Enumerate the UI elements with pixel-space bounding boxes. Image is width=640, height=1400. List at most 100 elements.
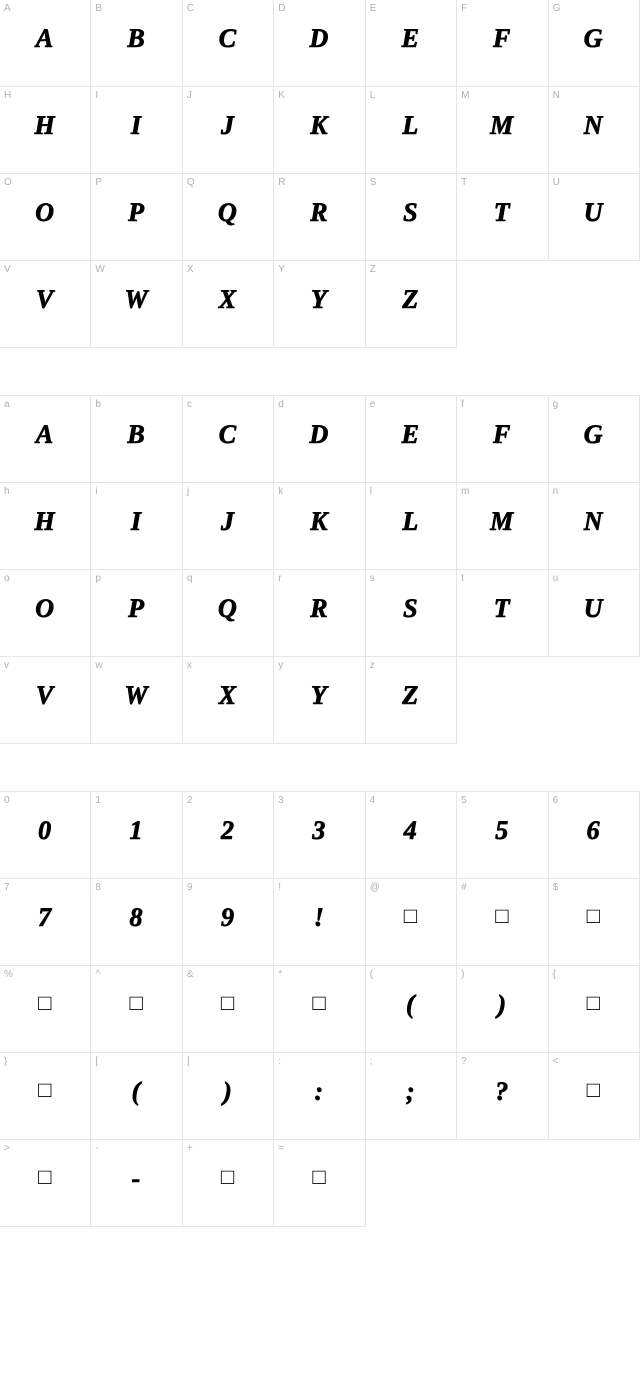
key-label: H — [4, 90, 11, 101]
glyph-display: 2 — [183, 816, 273, 846]
glyph-cell: 33 — [273, 791, 365, 879]
glyph-display: V — [0, 681, 90, 711]
empty-cell — [548, 260, 640, 348]
glyph-display: : — [274, 1077, 364, 1107]
empty-cell — [456, 1139, 548, 1227]
key-label: D — [278, 3, 285, 14]
key-label: } — [4, 1056, 7, 1067]
glyph-display: A — [0, 24, 90, 54]
key-label: y — [278, 660, 283, 671]
glyph-display: G — [549, 24, 639, 54]
key-label: T — [461, 177, 467, 188]
key-label: [ — [95, 1056, 98, 1067]
key-label: 6 — [553, 795, 559, 806]
glyph-cell: xX — [182, 656, 274, 744]
key-label: ! — [278, 882, 281, 893]
glyph-cell: DD — [273, 0, 365, 87]
section-uppercase: AABBCCDDEEFFGGHHIIJJKKLLMMNNOOPPQQRRSSTT… — [0, 0, 640, 348]
glyph-cell: uU — [548, 569, 640, 657]
glyph-cell: hH — [0, 482, 91, 570]
glyph-display: □ — [274, 990, 364, 1016]
glyph-cell: QQ — [182, 173, 274, 261]
glyph-display: □ — [274, 1164, 364, 1190]
glyph-cell: OO — [0, 173, 91, 261]
glyph-display: □ — [0, 1164, 90, 1190]
key-label: 3 — [278, 795, 284, 806]
glyph-cell: *□ — [273, 965, 365, 1053]
glyph-cell: AA — [0, 0, 91, 87]
key-label: N — [553, 90, 560, 101]
glyph-display: Z — [366, 285, 456, 315]
empty-cell — [456, 656, 548, 744]
glyph-cell: -- — [90, 1139, 182, 1227]
glyph-cell: qQ — [182, 569, 274, 657]
glyph-cell: ^□ — [90, 965, 182, 1053]
key-label: k — [278, 486, 283, 497]
glyph-cell: 99 — [182, 878, 274, 966]
glyph-display: F — [457, 24, 547, 54]
key-label: O — [4, 177, 12, 188]
key-label: J — [187, 90, 192, 101]
glyph-display: Q — [183, 198, 273, 228]
glyph-display: 5 — [457, 816, 547, 846]
glyph-cell: GG — [548, 0, 640, 87]
glyph-cell: PP — [90, 173, 182, 261]
glyph-cell: )) — [456, 965, 548, 1053]
glyph-cell: MM — [456, 86, 548, 174]
key-label: U — [553, 177, 560, 188]
glyph-cell: HH — [0, 86, 91, 174]
glyph-cell: 44 — [365, 791, 457, 879]
glyph-cell: KK — [273, 86, 365, 174]
glyph-cell: NN — [548, 86, 640, 174]
glyph-cell: iI — [90, 482, 182, 570]
key-label: Q — [187, 177, 195, 188]
glyph-cell: sS — [365, 569, 457, 657]
key-label: < — [553, 1056, 559, 1067]
glyph-cell: (( — [365, 965, 457, 1053]
glyph-display: H — [0, 507, 90, 537]
glyph-display: R — [274, 198, 364, 228]
glyph-display: ( — [366, 990, 456, 1020]
glyph-cell: jJ — [182, 482, 274, 570]
glyph-cell: 66 — [548, 791, 640, 879]
key-label: b — [95, 399, 101, 410]
glyph-display: ( — [91, 1077, 181, 1107]
key-label: ^ — [95, 969, 100, 980]
glyph-display: M — [457, 507, 547, 537]
glyph-cell: XX — [182, 260, 274, 348]
glyph-display: □ — [549, 1077, 639, 1103]
glyph-display: □ — [183, 1164, 273, 1190]
glyph-display: 6 — [549, 816, 639, 846]
glyph-cell: tT — [456, 569, 548, 657]
key-label: { — [553, 969, 556, 980]
key-label: I — [95, 90, 98, 101]
key-label: ) — [461, 969, 464, 980]
empty-cell — [548, 656, 640, 744]
glyph-cell: !! — [273, 878, 365, 966]
glyph-display: W — [91, 285, 181, 315]
glyph-display: T — [457, 594, 547, 624]
glyph-display: S — [366, 594, 456, 624]
key-label: 9 — [187, 882, 193, 893]
key-label: C — [187, 3, 194, 14]
key-label: z — [370, 660, 375, 671]
key-label: $ — [553, 882, 559, 893]
key-label: 7 — [4, 882, 10, 893]
key-label: p — [95, 573, 101, 584]
key-label: e — [370, 399, 376, 410]
glyph-display: 7 — [0, 903, 90, 933]
glyph-cell: nN — [548, 482, 640, 570]
key-label: X — [187, 264, 194, 275]
glyph-display: B — [91, 420, 181, 450]
glyph-display: 9 — [183, 903, 273, 933]
glyph-cell: rR — [273, 569, 365, 657]
glyph-cell: FF — [456, 0, 548, 87]
key-label: w — [95, 660, 102, 671]
key-label: l — [370, 486, 372, 497]
glyph-cell: eE — [365, 395, 457, 483]
key-label: h — [4, 486, 10, 497]
glyph-display: U — [549, 198, 639, 228]
glyph-cell: {□ — [548, 965, 640, 1053]
key-label: K — [278, 90, 285, 101]
key-label: d — [278, 399, 284, 410]
